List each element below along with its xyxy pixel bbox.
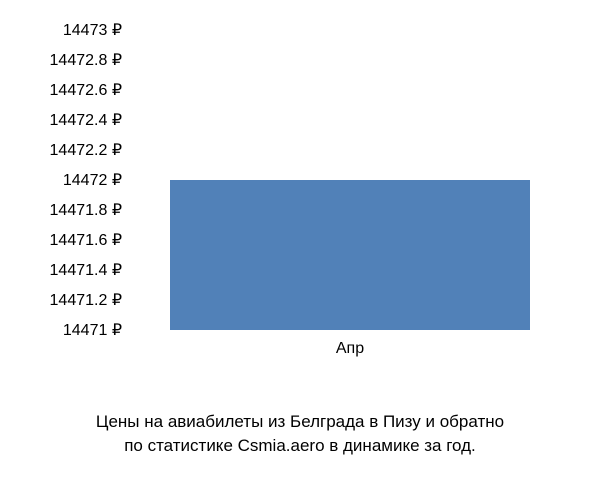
x-tick-label: Апр [336, 340, 364, 358]
y-tick-label: 14472.8 ₽ [0, 50, 122, 70]
y-tick-label: 14472.6 ₽ [0, 80, 122, 100]
plot-area: Апр [130, 30, 570, 330]
y-tick-label: 14472.4 ₽ [0, 110, 122, 130]
y-tick-label: 14473 ₽ [0, 20, 122, 40]
y-tick-label: 14471.6 ₽ [0, 230, 122, 250]
y-tick-label: 14471.4 ₽ [0, 260, 122, 280]
y-tick-label: 14472.2 ₽ [0, 140, 122, 160]
caption-line-1: Цены на авиабилеты из Белграда в Пизу и … [0, 410, 600, 434]
y-tick-label: 14472 ₽ [0, 170, 122, 190]
bar [170, 180, 531, 330]
y-tick-label: 14471 ₽ [0, 320, 122, 340]
chart-area: 14473 ₽14472.8 ₽14472.6 ₽14472.4 ₽14472.… [0, 30, 600, 370]
y-tick-label: 14471.2 ₽ [0, 290, 122, 310]
y-axis: 14473 ₽14472.8 ₽14472.6 ₽14472.4 ₽14472.… [0, 30, 130, 370]
y-tick-label: 14471.8 ₽ [0, 200, 122, 220]
caption-line-2: по статистике Csmia.aero в динамике за г… [0, 434, 600, 458]
